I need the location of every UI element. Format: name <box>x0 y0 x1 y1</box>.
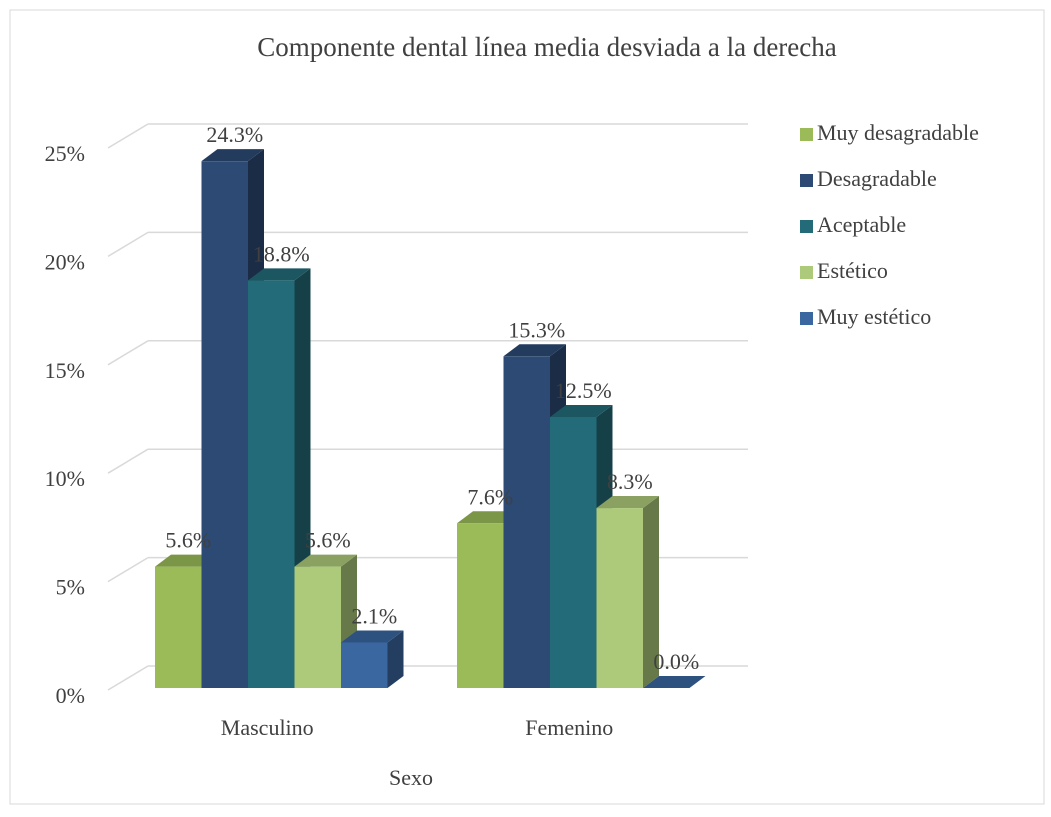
grid-line-side <box>107 340 149 366</box>
legend-swatch <box>800 174 813 187</box>
data-label: 7.6% <box>467 484 513 509</box>
bar <box>201 161 248 688</box>
bar-top <box>341 630 404 643</box>
grid-line-side <box>107 665 149 691</box>
y-tick-label: 15% <box>45 358 85 383</box>
bar <box>503 356 550 688</box>
grid-line-side <box>107 231 149 258</box>
bar-side <box>643 496 659 688</box>
data-label: 12.5% <box>555 378 612 403</box>
bar <box>596 508 643 688</box>
x-tick-label: Femenino <box>525 715 613 740</box>
y-tick-label: 5% <box>56 575 85 600</box>
bar-top <box>294 554 357 567</box>
data-label: 18.8% <box>253 241 310 266</box>
data-label: 5.6% <box>305 528 351 553</box>
bar <box>550 417 597 688</box>
bar <box>341 642 388 688</box>
data-label: 0.0% <box>653 649 699 674</box>
y-tick-label: 25% <box>45 141 85 166</box>
bar-top <box>248 268 311 281</box>
y-tick-label: 10% <box>45 466 85 491</box>
data-label: 5.6% <box>165 528 211 553</box>
bar-top <box>550 405 613 417</box>
y-tick-label: 20% <box>45 249 85 274</box>
data-label: 15.3% <box>508 317 565 342</box>
x-axis-title: Sexo <box>389 765 433 790</box>
data-label: 2.1% <box>351 604 397 629</box>
chart-title: Componente dental línea media desviada a… <box>257 32 837 62</box>
bar-top <box>201 149 264 162</box>
data-label: 8.3% <box>607 469 653 494</box>
bar <box>248 280 295 688</box>
legend-swatch <box>800 312 813 325</box>
legend-label: Aceptable <box>817 212 906 237</box>
legend-label: Muy desagradable <box>817 120 979 145</box>
legend-label: Estético <box>817 258 888 283</box>
legend-swatch <box>800 220 813 233</box>
grid-line-side <box>107 556 149 583</box>
bar-top <box>503 344 566 357</box>
bar <box>457 523 504 688</box>
bar-top <box>643 676 706 688</box>
data-label: 24.3% <box>206 122 263 147</box>
legend-swatch <box>800 266 813 279</box>
legend-label: Desagradable <box>817 166 937 191</box>
bar-side <box>387 630 404 688</box>
y-tick-label: 0% <box>56 683 85 708</box>
bar <box>155 566 202 688</box>
grid-line-side <box>107 448 149 474</box>
grid-line-side <box>107 123 149 149</box>
legend-swatch <box>800 128 813 141</box>
bar-top <box>596 496 659 509</box>
bar <box>294 566 341 688</box>
x-tick-label: Masculino <box>221 715 314 740</box>
legend-label: Muy estético <box>817 304 931 329</box>
